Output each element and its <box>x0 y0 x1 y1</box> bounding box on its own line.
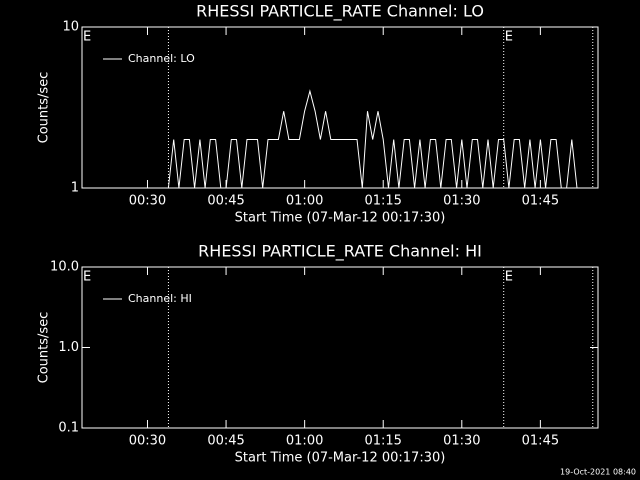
y-axis-label: Counts/sec <box>37 72 52 144</box>
y-tick-label: 1.0 <box>58 340 79 355</box>
timestamp: 19-Oct-2021 08:40 <box>560 468 636 477</box>
x-tick-label: 00:45 <box>207 194 244 209</box>
x-tick-label: 01:15 <box>364 434 401 449</box>
y-tick-label: 0.1 <box>58 421 79 436</box>
plot-frame <box>81 26 599 189</box>
x-tick-label: 01:30 <box>443 434 480 449</box>
x-tick-label: 00:30 <box>129 194 166 209</box>
x-axis-label: Start Time (07-Mar-12 00:17:30) <box>235 451 446 466</box>
event-label: E <box>83 270 91 285</box>
event-label: E <box>505 270 513 285</box>
x-tick-label: 00:45 <box>207 434 244 449</box>
x-tick-label: 01:45 <box>522 434 559 449</box>
x-tick-label: 01:45 <box>522 194 559 209</box>
y-tick-label: 10 <box>62 20 79 35</box>
chart-title: RHESSI PARTICLE_RATE Channel: LO <box>196 2 484 22</box>
x-axis-label: Start Time (07-Mar-12 00:17:30) <box>235 211 446 226</box>
chart-title: RHESSI PARTICLE_RATE Channel: HI <box>198 242 482 262</box>
y-tick-label: 1 <box>71 181 79 196</box>
x-tick-label: 01:00 <box>286 434 323 449</box>
legend-label: Channel: LO <box>128 52 195 65</box>
event-label: E <box>505 30 513 45</box>
x-tick-label: 01:15 <box>364 194 401 209</box>
data-line <box>84 89 583 189</box>
legend-label: Channel: HI <box>128 292 192 305</box>
y-axis-label: Counts/sec <box>37 312 52 384</box>
x-tick-label: 01:30 <box>443 194 480 209</box>
x-tick-label: 01:00 <box>286 194 323 209</box>
event-label: E <box>83 30 91 45</box>
y-tick-label: 10.0 <box>50 260 79 275</box>
x-tick-label: 00:30 <box>129 434 166 449</box>
